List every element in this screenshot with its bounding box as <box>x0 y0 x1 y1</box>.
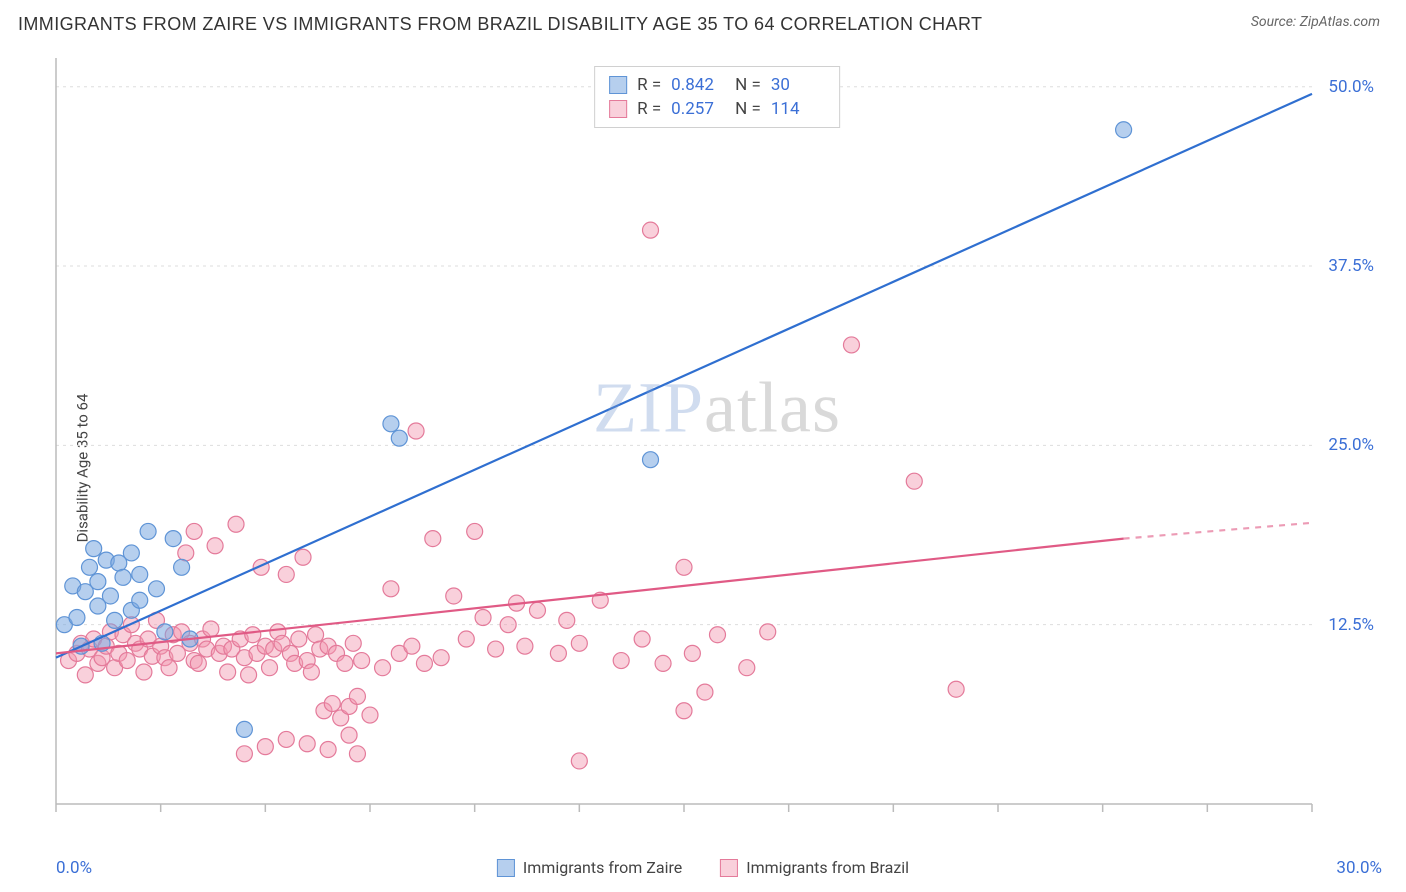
plot-area: ZIPatlas R = 0.842 N = 30 R = 0.257 N = … <box>52 54 1382 824</box>
series-legend: Immigrants from Zaire Immigrants from Br… <box>497 858 909 877</box>
y-tick-label: 25.0% <box>1328 435 1374 455</box>
zaire-label: Immigrants from Zaire <box>523 858 682 877</box>
y-tick-label: 12.5% <box>1328 615 1374 635</box>
brazil-r-value: 0.257 <box>671 99 725 119</box>
legend-item-brazil: Immigrants from Brazil <box>720 858 909 877</box>
bottom-legend: 0.0% Immigrants from Zaire Immigrants fr… <box>0 858 1406 892</box>
stats-row-brazil: R = 0.257 N = 114 <box>609 97 825 121</box>
header: IMMIGRANTS FROM ZAIRE VS IMMIGRANTS FROM… <box>0 0 1406 35</box>
chart-title: IMMIGRANTS FROM ZAIRE VS IMMIGRANTS FROM… <box>18 14 982 35</box>
zaire-swatch <box>609 76 627 94</box>
zaire-swatch-icon <box>497 859 515 877</box>
y-tick-label: 37.5% <box>1328 256 1374 276</box>
zaire-r-value: 0.842 <box>671 75 725 95</box>
y-tick-label: 50.0% <box>1328 77 1374 97</box>
zaire-n-value: 30 <box>771 75 825 95</box>
x-axis-min-label: 0.0% <box>56 858 92 878</box>
source-attribution: Source: ZipAtlas.com <box>1251 14 1380 30</box>
x-axis-max-label: 30.0% <box>1336 858 1382 878</box>
brazil-swatch-icon <box>720 859 738 877</box>
r-label: R = <box>637 75 661 95</box>
chart-container: Disability Age 35 to 64 ZIPatlas R = 0.8… <box>0 44 1406 892</box>
brazil-label: Immigrants from Brazil <box>746 858 909 877</box>
n-label: N = <box>735 75 761 95</box>
stats-row-zaire: R = 0.842 N = 30 <box>609 73 825 97</box>
brazil-n-value: 114 <box>771 99 825 119</box>
scatter-plot-svg <box>52 54 1382 824</box>
n-label: N = <box>735 99 761 119</box>
stats-legend: R = 0.842 N = 30 R = 0.257 N = 114 <box>594 66 840 128</box>
r-label: R = <box>637 99 661 119</box>
brazil-swatch <box>609 100 627 118</box>
legend-item-zaire: Immigrants from Zaire <box>497 858 682 877</box>
